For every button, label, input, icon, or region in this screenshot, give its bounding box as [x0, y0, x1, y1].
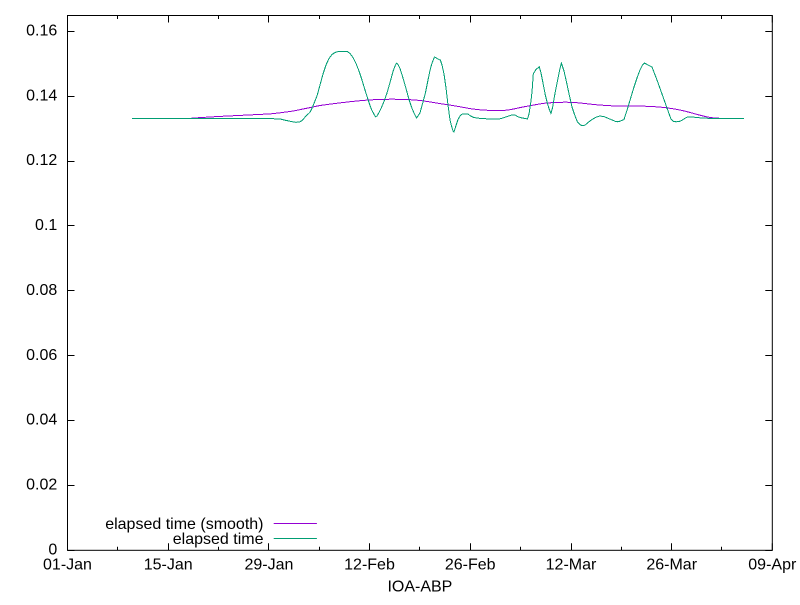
svg-text:0.16: 0.16	[26, 23, 57, 40]
svg-text:0.08: 0.08	[26, 282, 57, 299]
svg-text:0: 0	[48, 542, 57, 559]
svg-text:15-Jan: 15-Jan	[144, 557, 193, 574]
svg-text:26-Mar: 26-Mar	[646, 557, 697, 574]
svg-text:12-Mar: 12-Mar	[546, 557, 597, 574]
svg-text:29-Jan: 29-Jan	[244, 557, 293, 574]
svg-text:elapsed time: elapsed time	[173, 531, 264, 548]
svg-text:0.04: 0.04	[26, 412, 57, 429]
svg-text:0.06: 0.06	[26, 347, 57, 364]
svg-text:0.12: 0.12	[26, 152, 57, 169]
svg-text:12-Feb: 12-Feb	[344, 557, 395, 574]
svg-text:09-Apr: 09-Apr	[748, 557, 797, 574]
svg-text:0.1: 0.1	[35, 217, 57, 234]
svg-text:elapsed time (smooth): elapsed time (smooth)	[105, 516, 263, 533]
svg-text:0.02: 0.02	[26, 477, 57, 494]
svg-text:26-Feb: 26-Feb	[445, 557, 496, 574]
svg-text:IOA-ABP: IOA-ABP	[387, 579, 452, 596]
svg-text:0.14: 0.14	[26, 87, 57, 104]
svg-text:01-Jan: 01-Jan	[43, 557, 92, 574]
